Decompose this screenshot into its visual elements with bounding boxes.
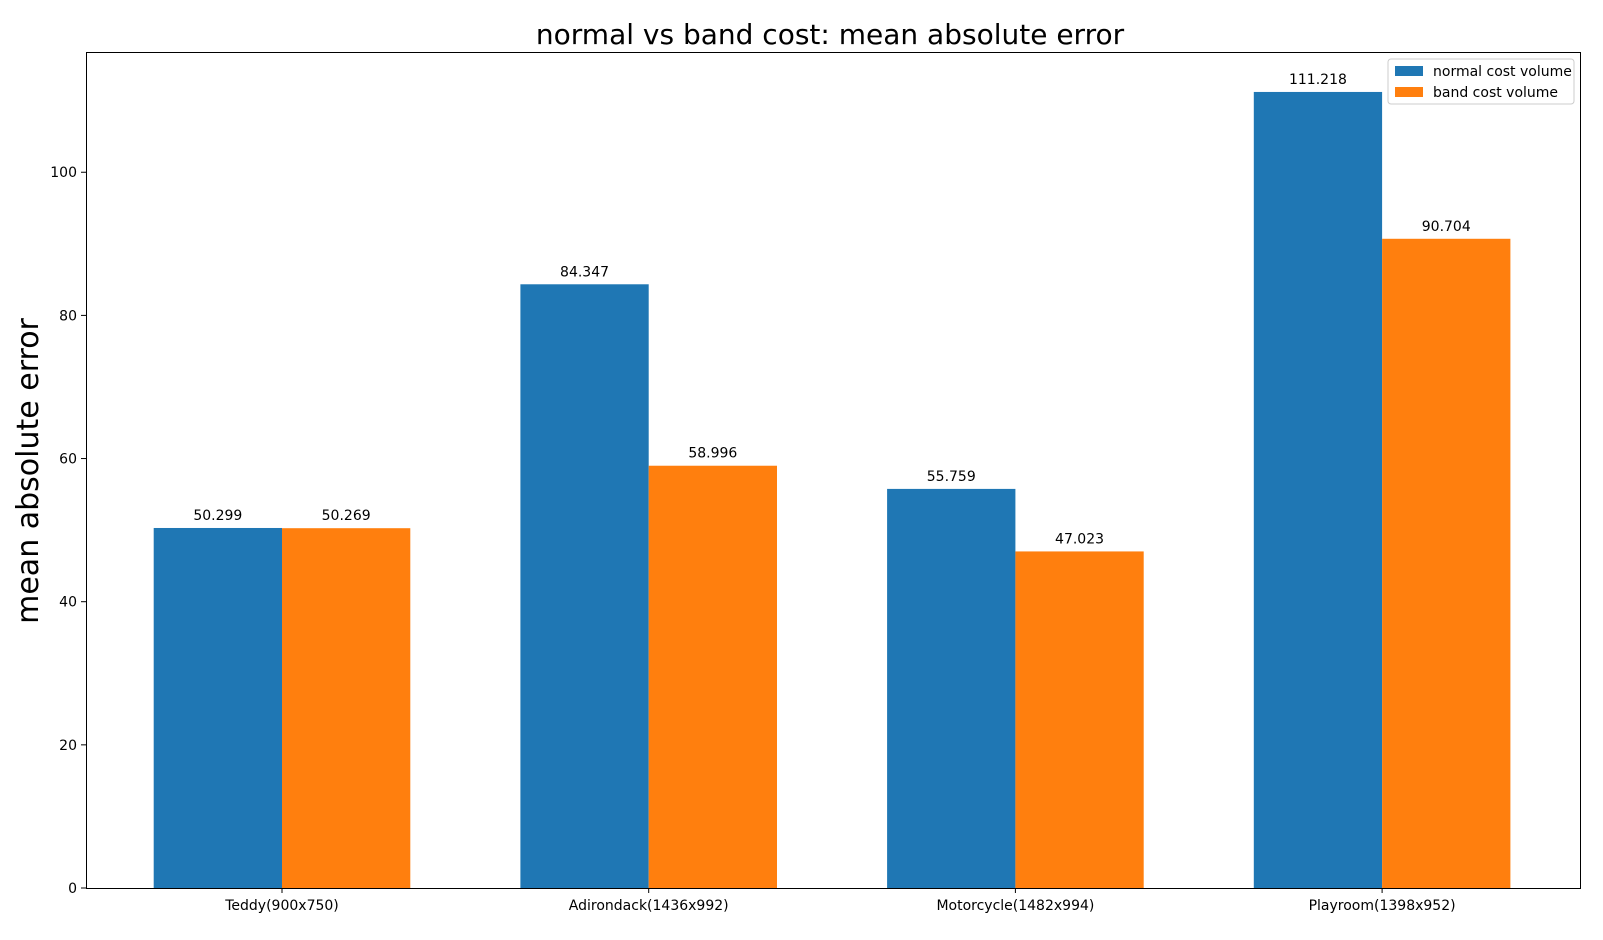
bar-normal-3 <box>1253 91 1383 888</box>
y-tick-label: 60 <box>59 452 77 468</box>
y-tick-label: 20 <box>59 738 77 754</box>
bar-normal-0 <box>153 527 282 888</box>
bar-value-label: 47.023 <box>1055 531 1104 547</box>
bar-normal-2 <box>887 488 1016 888</box>
bar-value-label: 90.704 <box>1422 219 1471 235</box>
y-tick-label: 100 <box>50 165 77 181</box>
bar-band-1 <box>648 465 777 888</box>
bar-value-label: 58.996 <box>688 446 737 462</box>
bars-layer <box>153 91 1511 888</box>
bar-band-0 <box>282 528 411 888</box>
x-tick-label: Adirondack(1436x992) <box>569 898 729 914</box>
x-tick-label: Teddy(900x750) <box>224 898 339 914</box>
legend-swatch <box>1395 87 1423 97</box>
bar-value-label: 50.299 <box>193 508 242 524</box>
legend-label: band cost volume <box>1433 85 1558 101</box>
bar-value-label: 84.347 <box>560 264 609 280</box>
legend-box <box>1387 58 1575 105</box>
plot-frame <box>86 52 1581 889</box>
bar-normal-1 <box>520 284 649 888</box>
chart-title: normal vs band cost: mean absolute error <box>536 18 1125 51</box>
y-tick-label: 80 <box>59 308 77 324</box>
bar-band-3 <box>1382 238 1511 888</box>
y-axis-label: mean absolute error <box>11 317 46 623</box>
legend-label: normal cost volume <box>1433 64 1572 80</box>
x-axis: Teddy(900x750) Adirondack(1436x992) Motorc… <box>224 888 1456 914</box>
y-axis: 0 20 40 60 80 100 <box>50 165 86 897</box>
y-tick-label: 0 <box>68 881 77 897</box>
bar-value-label: 50.269 <box>322 508 371 524</box>
y-tick-label: 40 <box>59 595 77 611</box>
legend-swatch <box>1395 66 1423 76</box>
x-tick-label: Playroom(1398x952) <box>1309 898 1456 914</box>
x-tick-label: Motorcycle(1482x994) <box>936 898 1094 914</box>
bar-value-label: 55.759 <box>927 469 976 485</box>
legend: normal cost volume band cost volume <box>1387 58 1575 105</box>
bar-value-label: 111.218 <box>1289 72 1347 88</box>
bar-labels-layer: 50.299 84.347 55.759 111.218 50.269 58.996 47.… <box>193 72 1470 547</box>
bar-band-2 <box>1015 551 1144 888</box>
